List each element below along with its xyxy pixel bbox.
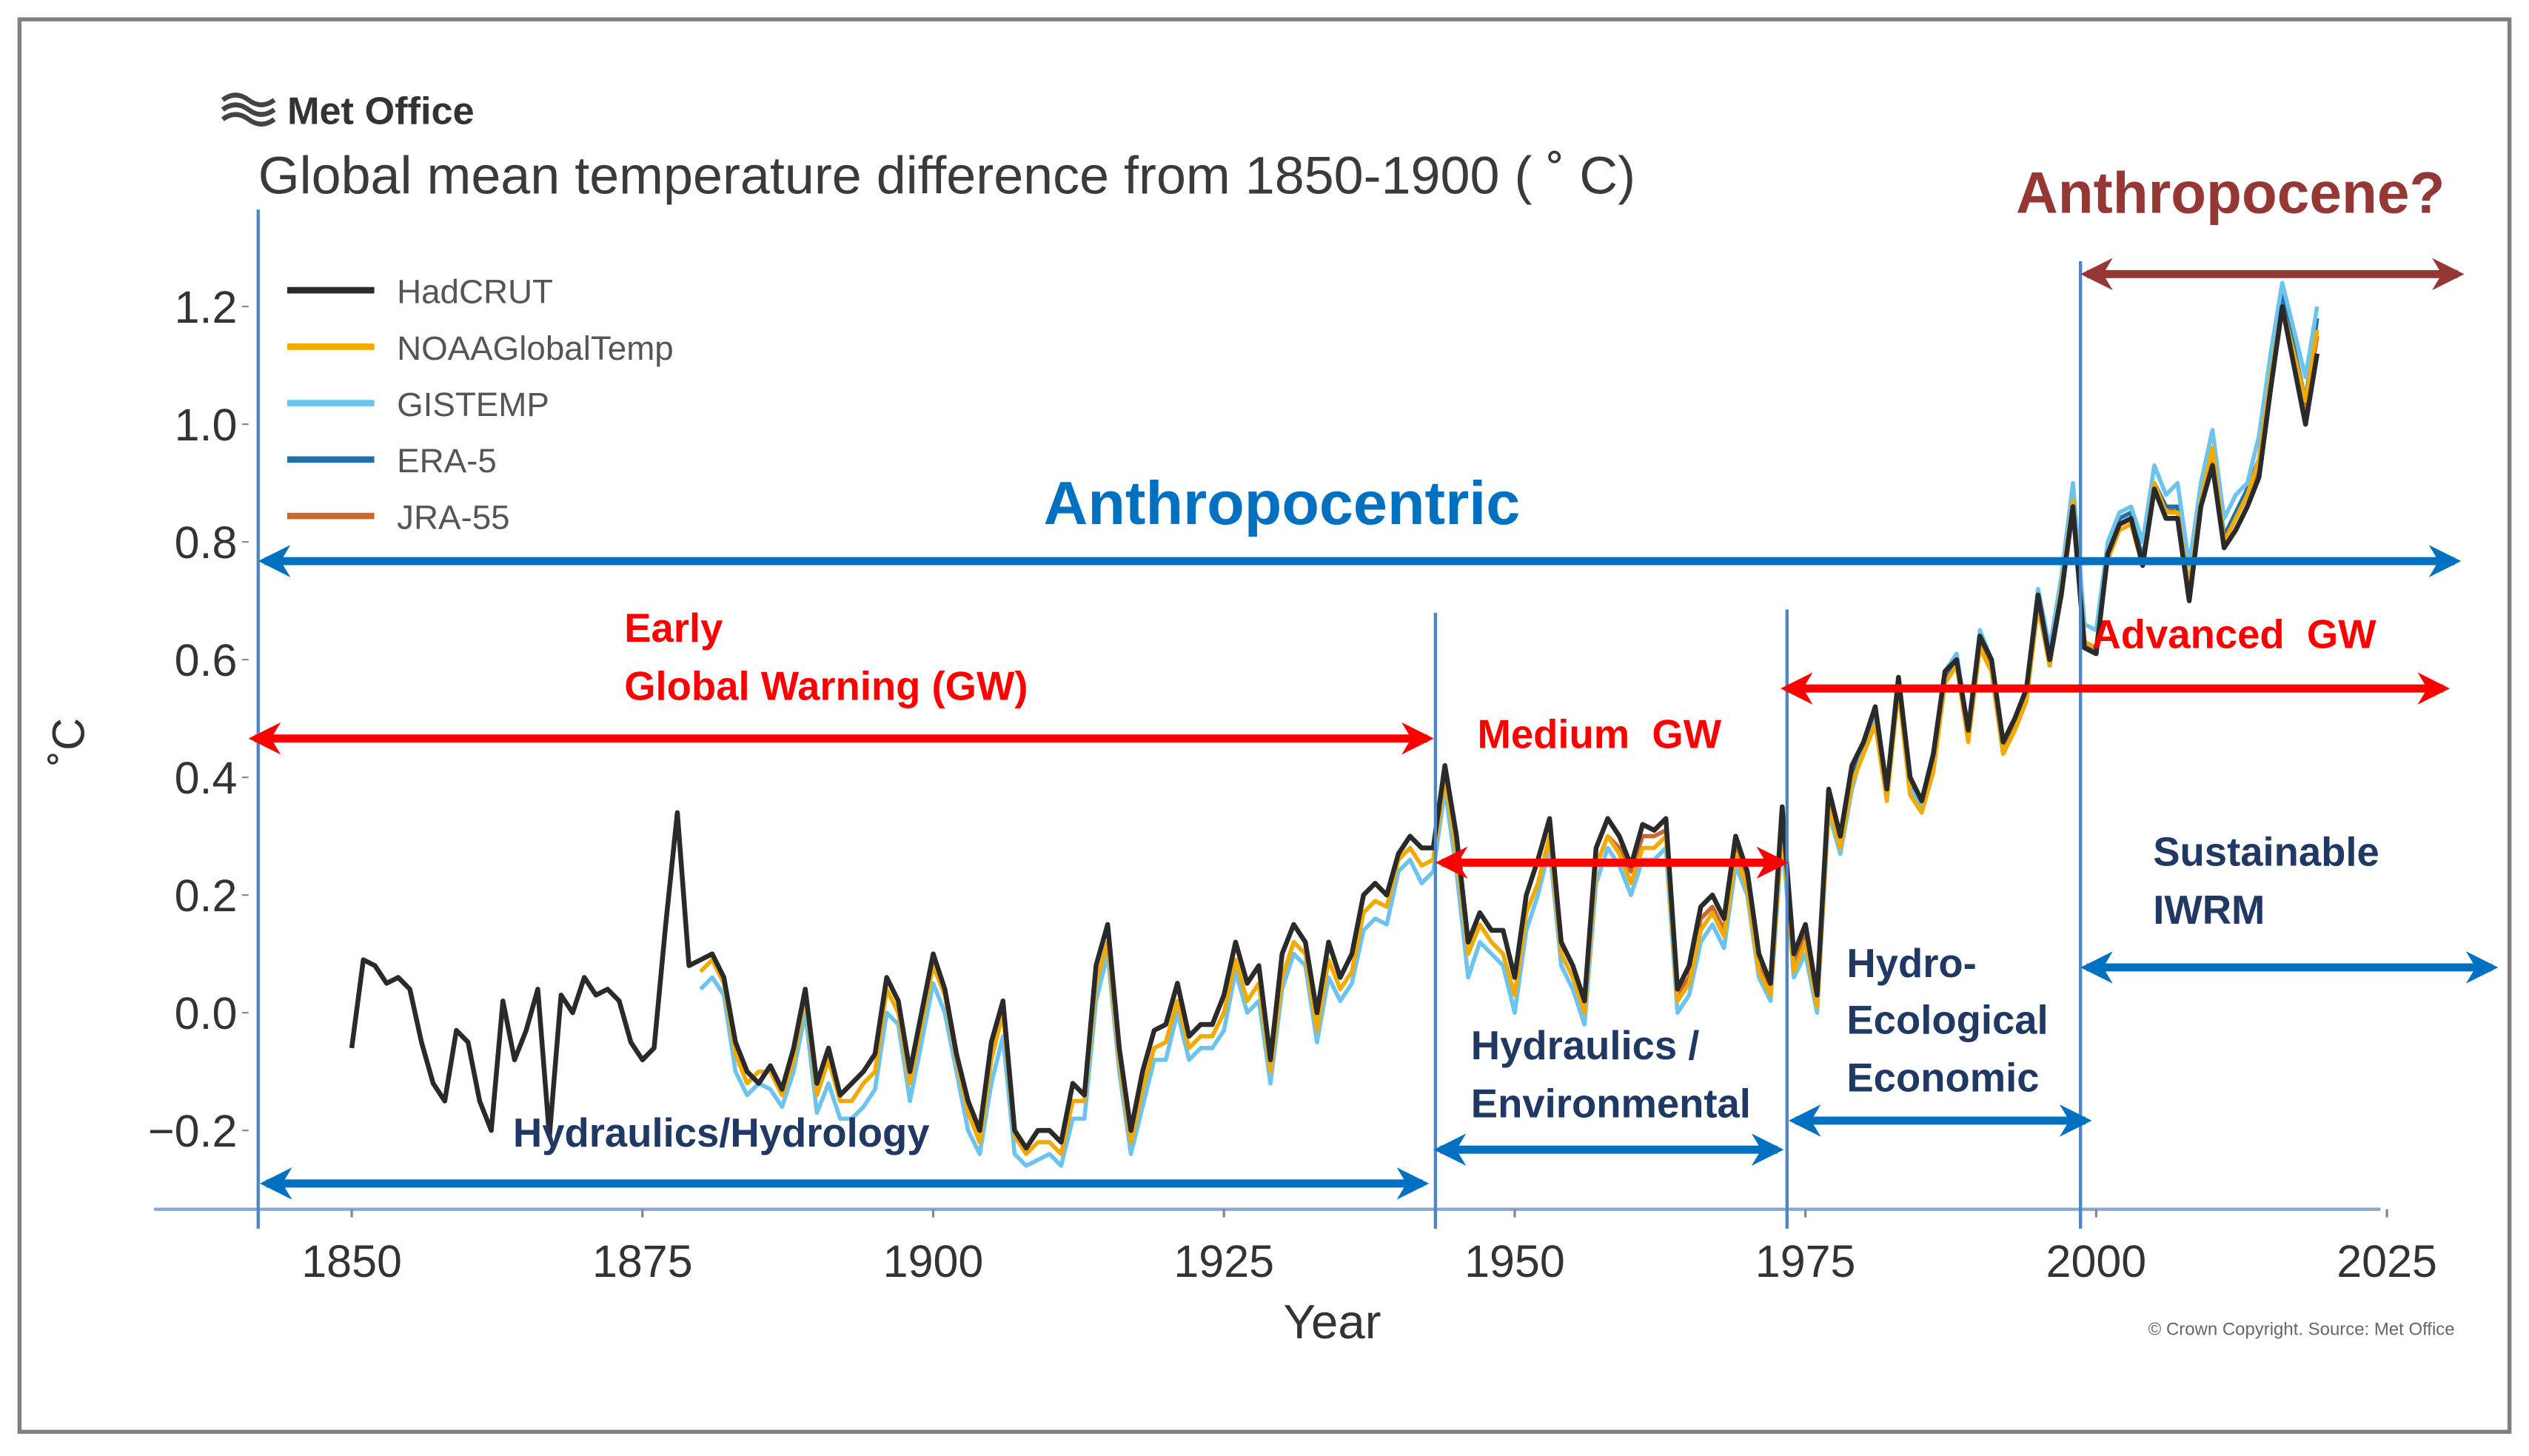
annotation: Hydraulics / bbox=[1471, 1023, 1700, 1068]
logo-icon bbox=[221, 93, 276, 127]
annotation: Ecological bbox=[1846, 997, 2048, 1042]
source-note: © Crown Copyright. Source: Met Office bbox=[2148, 1320, 2455, 1340]
annotation: Sustainable bbox=[2153, 830, 2379, 875]
x-tick-label: 1950 bbox=[1464, 1236, 1565, 1286]
legend-label: ERA-5 bbox=[397, 442, 497, 480]
annotation: Economic bbox=[1846, 1056, 2039, 1101]
y-axis-label: ˚C bbox=[43, 718, 93, 765]
legend-label: JRA-55 bbox=[397, 498, 510, 536]
x-tick-label: 2000 bbox=[2046, 1236, 2147, 1286]
logo-text: Met Office bbox=[287, 90, 475, 133]
annotation: Environmental bbox=[1471, 1081, 1751, 1127]
x-tick-label: 1975 bbox=[1755, 1236, 1856, 1286]
y-tick-label: 1.2 bbox=[175, 282, 238, 332]
annotation: IWRM bbox=[2153, 888, 2265, 933]
logo: Met Office bbox=[221, 90, 475, 133]
legend-label: NOAAGlobalTemp bbox=[397, 329, 674, 367]
legend-label: HadCRUT bbox=[397, 273, 553, 311]
x-tick-label: 1850 bbox=[301, 1236, 402, 1286]
frame bbox=[17, 17, 2512, 1435]
annotation: Hydraulics/Hydrology bbox=[513, 1110, 930, 1155]
annotation: Hydro- bbox=[1846, 941, 1976, 986]
annotation: Global Warning (GW) bbox=[624, 663, 1028, 708]
annotation: Anthropocene? bbox=[2016, 161, 2445, 226]
y-tick-label: 0.4 bbox=[175, 753, 238, 803]
annotation: Advanced GW bbox=[2091, 612, 2376, 657]
x-tick-label: 1900 bbox=[883, 1236, 984, 1286]
plot: 1850 1875 1900 1925 1950 1975 2000 2025 −0.2 0.0 0… bbox=[148, 273, 2437, 1287]
x-tick-label: 1875 bbox=[592, 1236, 693, 1286]
y-tick-label: 0.2 bbox=[175, 870, 238, 921]
x-tick-label: 2025 bbox=[2337, 1236, 2437, 1286]
y-tick-label: 0.8 bbox=[175, 517, 238, 568]
x-axis-label: Year bbox=[1283, 1295, 1381, 1349]
annotation: Medium GW bbox=[1478, 712, 1722, 757]
legend-label: GISTEMP bbox=[397, 386, 549, 423]
y-tick-label: 1.0 bbox=[175, 400, 238, 450]
y-tick-label: 0.0 bbox=[175, 988, 238, 1039]
chart-title: Global mean temperature difference from … bbox=[258, 146, 1635, 205]
y-tick-label: 0.6 bbox=[175, 635, 238, 685]
annotations: Anthropocene? Anthropocentric Early Glob… bbox=[248, 161, 2499, 1229]
annotation: Anthropocentric bbox=[1044, 469, 1521, 537]
legend: HadCRUT NOAAGlobalTemp GISTEMP ERA-5 JRA-55 bbox=[287, 273, 674, 536]
annotation: Early bbox=[624, 605, 723, 651]
x-tick-label: 1925 bbox=[1173, 1236, 1274, 1286]
series-line bbox=[349, 303, 2320, 1151]
y-tick-label: −0.2 bbox=[148, 1106, 237, 1156]
